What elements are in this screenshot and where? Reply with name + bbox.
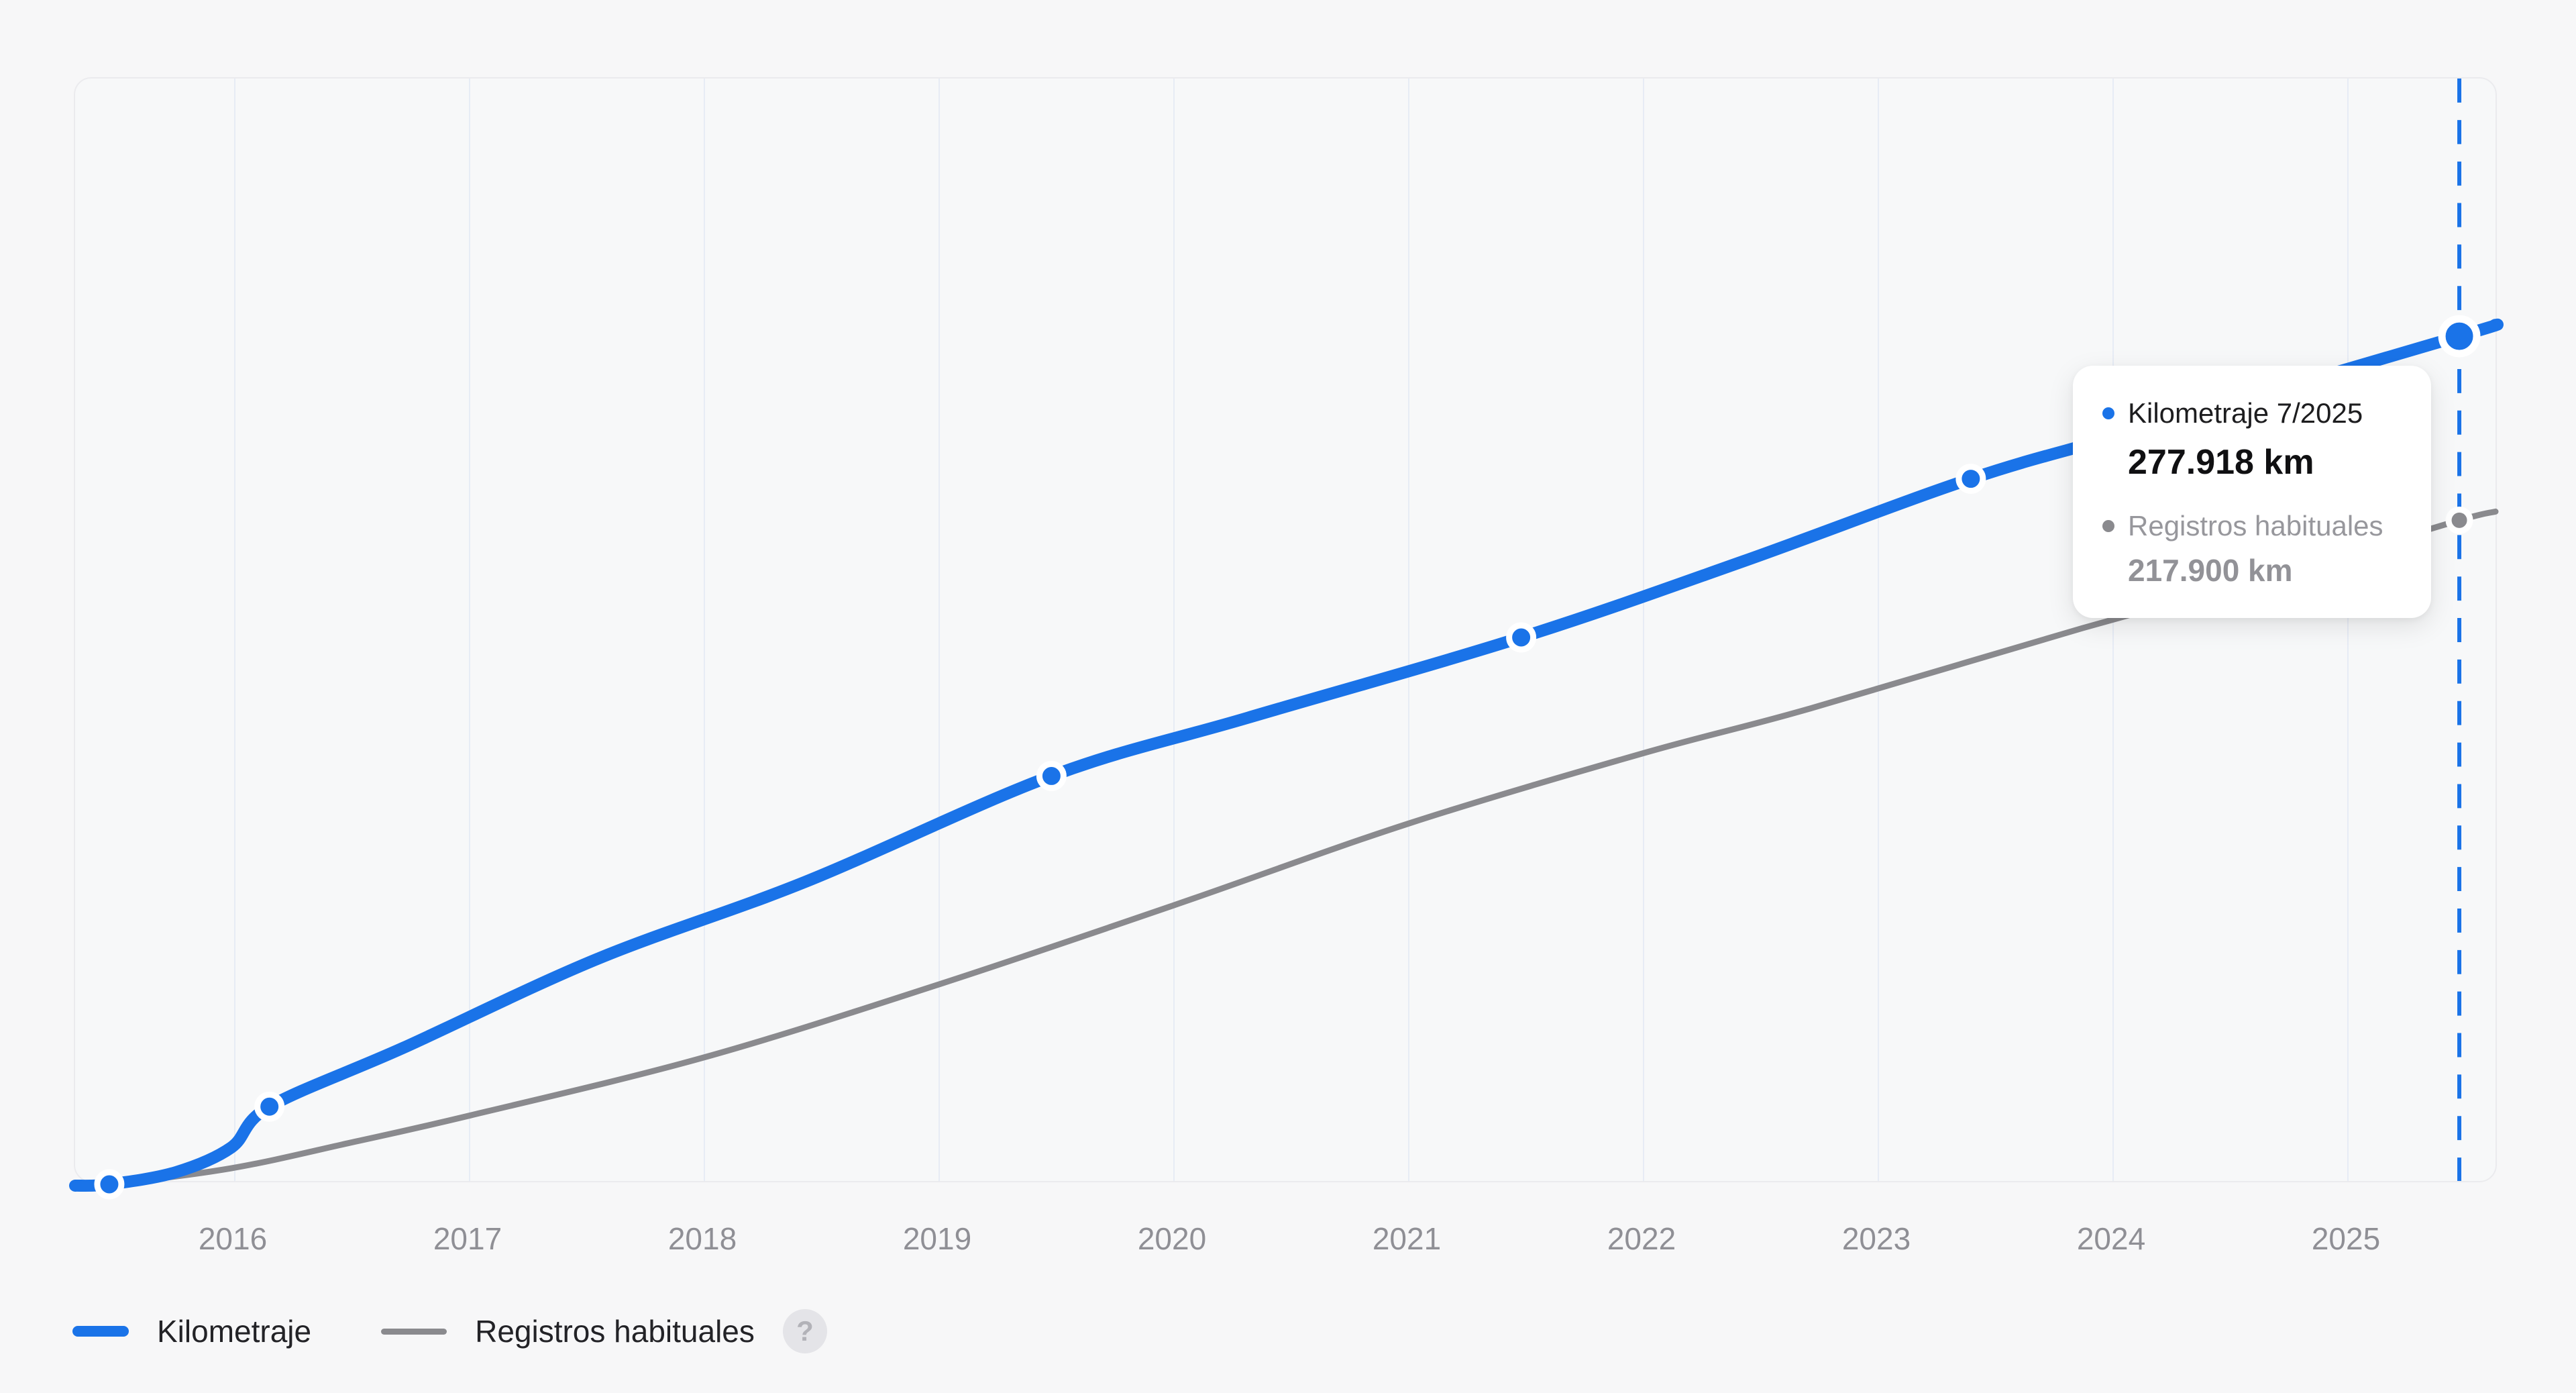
x-tick-label: 2017	[433, 1221, 502, 1256]
legend-item-kilometraje[interactable]: Kilometraje	[72, 1313, 311, 1349]
year-gridline	[1643, 79, 1644, 1181]
legend-label-registros: Registros habituales	[475, 1314, 755, 1349]
legend-item-registros[interactable]: Registros habituales	[381, 1313, 755, 1349]
chart-svg	[69, 79, 2504, 1200]
kilometraje-marker[interactable]	[1036, 761, 1067, 791]
tooltip-kilometraje-value: 277.918 km	[2128, 443, 2314, 482]
year-gridline	[2112, 79, 2114, 1181]
legend-label-kilometraje: Kilometraje	[157, 1314, 312, 1349]
year-gridline	[469, 79, 470, 1181]
year-gridline	[704, 79, 705, 1181]
tooltip: Kilometraje 7/2025 277.918 km Registros …	[2073, 366, 2431, 618]
kilometraje-marker[interactable]	[94, 1169, 125, 1200]
legend: Kilometraje Registros habituales ?	[72, 1306, 827, 1357]
help-icon[interactable]: ?	[782, 1309, 827, 1353]
x-axis: 2016 2017 2018 2019 2020 2021 2022 2023 2024 2025	[0, 1220, 2576, 1260]
plot-area	[69, 77, 2504, 1200]
kilometraje-line-swatch-icon	[72, 1326, 129, 1337]
x-tick-label: 2024	[2076, 1221, 2146, 1256]
tooltip-row-kilometraje: Kilometraje 7/2025	[2102, 397, 2402, 430]
year-gridline	[938, 79, 940, 1181]
year-gridline	[1173, 79, 1175, 1181]
x-tick-label: 2021	[1372, 1221, 1442, 1256]
registros-dot-icon	[2102, 520, 2114, 532]
x-tick-label: 2020	[1137, 1221, 1207, 1256]
x-tick-label: 2022	[1607, 1221, 1676, 1256]
kilometraje-marker[interactable]	[1955, 464, 1986, 494]
tooltip-kilometraje-label: Kilometraje 7/2025	[2128, 397, 2363, 429]
tooltip-registros-value: 217.900 km	[2128, 553, 2293, 588]
tooltip-row-registros: Registros habituales	[2102, 509, 2402, 543]
kilometraje-marker[interactable]	[254, 1091, 285, 1122]
x-tick-label: 2023	[1841, 1221, 1911, 1256]
kilometraje-marker[interactable]	[1506, 622, 1537, 653]
year-gridline	[2347, 79, 2349, 1181]
registros-line-swatch-icon	[381, 1328, 447, 1335]
kilometraje-selected-marker[interactable]	[2438, 315, 2481, 358]
year-gridline	[1878, 79, 1879, 1181]
tooltip-registros-label: Registros habituales	[2128, 510, 2383, 541]
x-tick-label: 2025	[2311, 1221, 2381, 1256]
x-tick-label: 2018	[667, 1221, 737, 1256]
x-tick-label: 2016	[198, 1221, 268, 1256]
x-tick-label: 2019	[902, 1221, 972, 1256]
registros-selected-marker[interactable]	[2445, 506, 2473, 534]
year-gridline	[234, 79, 235, 1181]
year-gridline	[1408, 79, 1409, 1181]
kilometraje-dot-icon	[2102, 407, 2114, 419]
